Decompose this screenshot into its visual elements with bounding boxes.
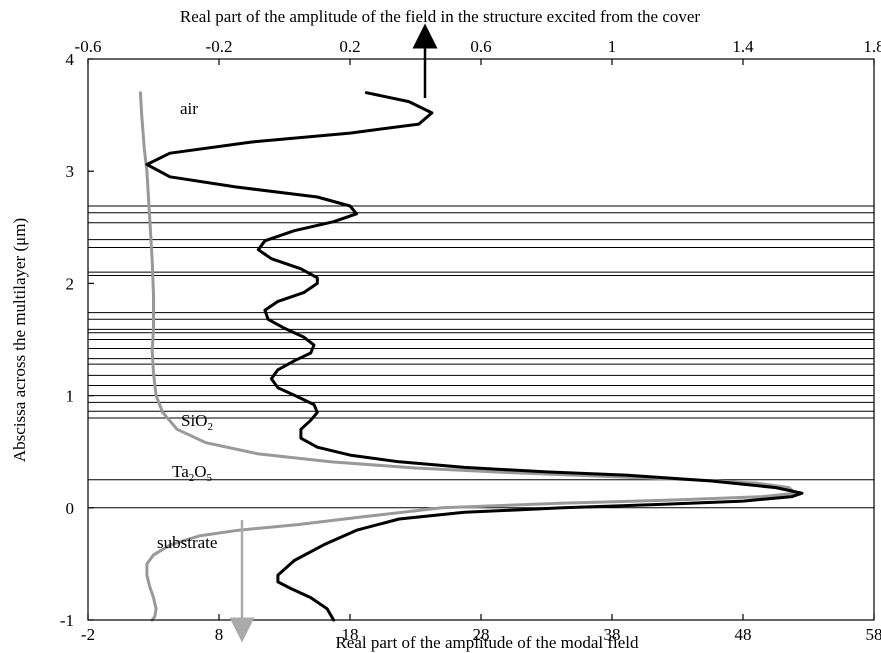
bottom-tick-label-4: 38 — [604, 625, 621, 644]
y-axis-title: Abscissa across the multilayer (μm) — [10, 218, 29, 462]
y-tick-label-0: -1 — [60, 611, 74, 630]
top-tick-label-3: 0.6 — [470, 37, 491, 56]
modal-field-curve — [138, 91, 797, 622]
y-tick-label-1: 0 — [66, 499, 75, 518]
y-tick-label-2: 1 — [66, 387, 75, 406]
layer-boundary-lines — [88, 205, 874, 509]
top-tick-label-1: -0.2 — [206, 37, 233, 56]
bottom-tick-label-1: 8 — [215, 625, 224, 644]
top-tick-label-5: 1.4 — [732, 37, 754, 56]
y-tick-label-5: 4 — [66, 50, 75, 69]
label-ta2o5: Ta2O5 — [172, 462, 213, 484]
top-tick-label-0: -0.6 — [75, 37, 102, 56]
label-sio2: SiO2 — [181, 411, 213, 433]
bottom-tick-label-3: 28 — [473, 625, 490, 644]
top-axis-title: Real part of the amplitude of the field … — [180, 7, 701, 26]
bottom-tick-label-6: 58 — [866, 625, 881, 644]
bottom-tick-label-5: 48 — [735, 625, 752, 644]
label-substrate: substrate — [157, 533, 217, 552]
curves — [138, 91, 804, 622]
top-tick-label-6: 1.8 — [863, 37, 881, 56]
excited-field-curve — [145, 91, 804, 622]
bottom-tick-label-0: -2 — [81, 625, 95, 644]
top-tick-label-4: 1 — [608, 37, 617, 56]
bottom-tick-label-2: 18 — [342, 625, 359, 644]
top-tick-label-2: 0.2 — [339, 37, 360, 56]
axis-ticks: -2 8 18 28 38 48 58 -0.6 -0.2 0.2 0.6 1 1.4 1.8 -1 0 1 2 3… — [60, 37, 881, 644]
y-tick-label-3: 2 — [66, 274, 75, 293]
bottom-axis-title: Real part of the amplitude of the modal … — [335, 633, 639, 652]
y-tick-label-4: 3 — [66, 162, 75, 181]
label-air: air — [180, 99, 198, 118]
